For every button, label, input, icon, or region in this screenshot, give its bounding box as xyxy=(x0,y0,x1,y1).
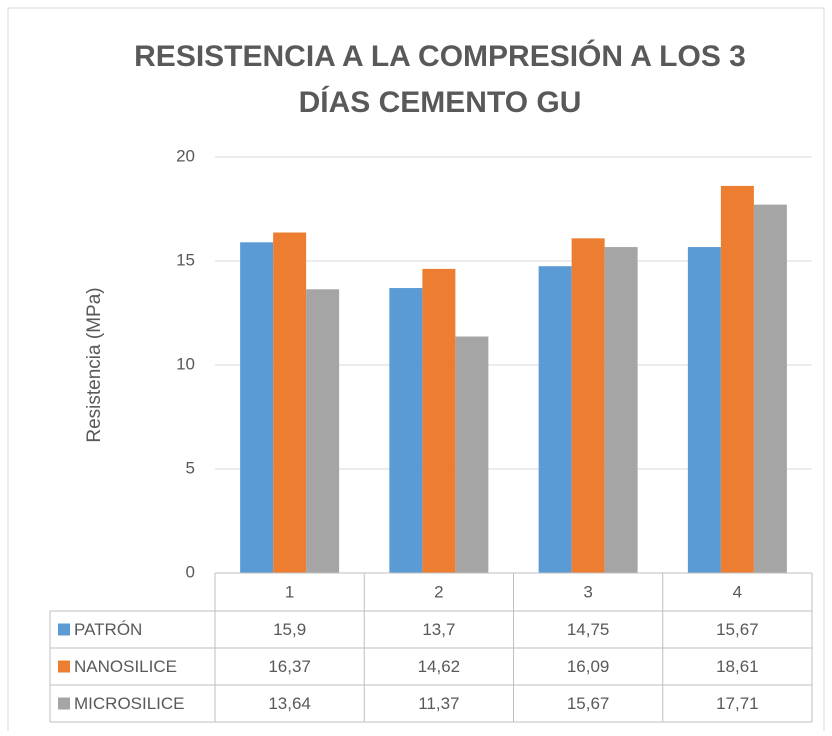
table-value: 14,75 xyxy=(567,620,610,639)
chart-title: DÍAS CEMENTO GU xyxy=(299,85,582,119)
y-axis-label: Resistencia (MPa) xyxy=(84,287,105,442)
bar xyxy=(389,288,423,573)
table-value: 14,62 xyxy=(418,657,461,676)
table-value: 16,09 xyxy=(567,657,610,676)
bar xyxy=(753,204,787,573)
y-tick-label: 20 xyxy=(176,146,195,165)
bar xyxy=(571,238,605,573)
table-value: 16,37 xyxy=(268,657,311,676)
legend-swatch xyxy=(58,660,70,673)
table-value: 17,71 xyxy=(716,694,759,713)
bar xyxy=(422,268,456,573)
table-value: 15,67 xyxy=(716,620,759,639)
bar xyxy=(538,266,572,573)
bar xyxy=(720,185,754,574)
bar xyxy=(687,247,721,573)
x-tick-label: 4 xyxy=(733,582,742,601)
table-value: 13,64 xyxy=(268,694,311,713)
bar xyxy=(455,336,489,573)
table-value: 15,9 xyxy=(273,620,306,639)
legend-label: PATRÓN xyxy=(74,620,142,639)
table-value: 11,37 xyxy=(418,694,459,713)
table-value: 18,61 xyxy=(716,657,759,676)
legend-swatch xyxy=(58,623,70,636)
legend-label: MICROSILICE xyxy=(74,694,185,713)
y-tick-label: 5 xyxy=(186,458,195,477)
x-tick-label: 3 xyxy=(583,582,592,601)
table-value: 13,7 xyxy=(422,620,455,639)
y-tick-label: 10 xyxy=(176,354,195,373)
bar xyxy=(604,247,638,573)
x-tick-label: 2 xyxy=(434,582,443,601)
bar xyxy=(240,242,274,573)
bar xyxy=(306,289,340,573)
bar xyxy=(273,232,307,573)
chart-title: RESISTENCIA A LA COMPRESIÓN A LOS 3 xyxy=(134,39,746,73)
legend-label: NANOSILICE xyxy=(74,657,177,676)
table-value: 15,67 xyxy=(567,694,610,713)
x-tick-label: 1 xyxy=(285,582,294,601)
legend-swatch xyxy=(58,697,70,710)
y-tick-label: 0 xyxy=(186,562,195,581)
y-tick-label: 15 xyxy=(176,250,195,269)
